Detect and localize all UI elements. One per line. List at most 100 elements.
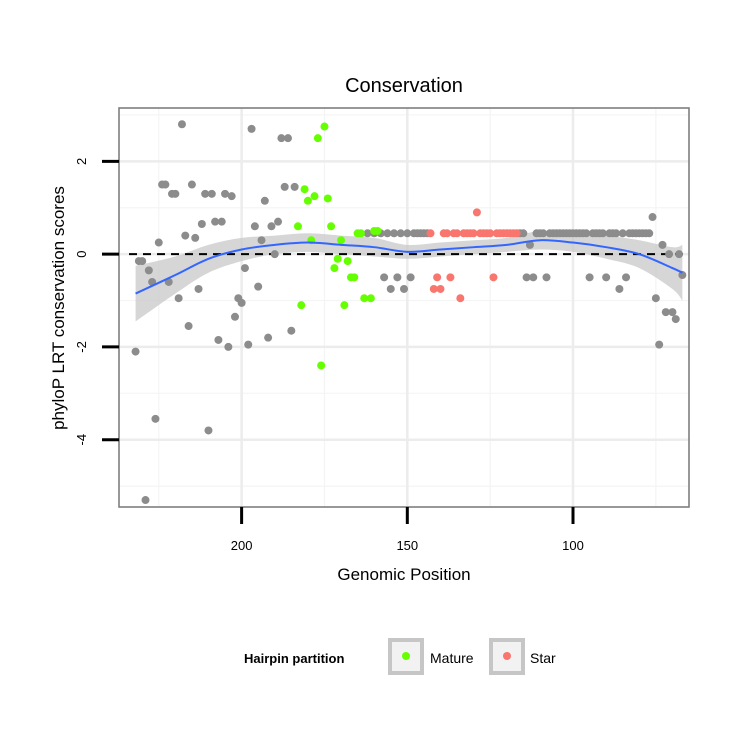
data-point-other bbox=[661, 308, 670, 317]
data-point-other bbox=[187, 180, 196, 189]
data-point-other bbox=[655, 340, 664, 349]
data-point-mature bbox=[366, 294, 375, 303]
data-point-other bbox=[522, 273, 531, 282]
data-point-other bbox=[224, 342, 233, 351]
data-point-mature bbox=[300, 185, 309, 194]
data-point-other bbox=[665, 250, 674, 259]
y-tick-label: -2 bbox=[74, 341, 89, 353]
data-point-other bbox=[542, 273, 551, 282]
x-tick-label: 200 bbox=[231, 538, 253, 553]
data-point-other bbox=[403, 229, 412, 238]
data-point-other bbox=[254, 282, 263, 291]
data-point-other bbox=[648, 213, 657, 222]
data-point-star bbox=[453, 229, 462, 238]
legend-label-star: Star bbox=[530, 650, 556, 666]
data-point-other bbox=[207, 189, 216, 198]
data-point-other bbox=[201, 189, 210, 198]
data-point-other bbox=[618, 229, 627, 238]
data-point-star bbox=[446, 273, 455, 282]
data-point-other bbox=[525, 240, 534, 249]
data-point-mature bbox=[356, 229, 365, 238]
data-point-star bbox=[433, 273, 442, 282]
data-point-mature bbox=[323, 194, 332, 203]
x-axis: 200 150 100 bbox=[231, 507, 584, 553]
legend-item-mature: Mature bbox=[388, 638, 474, 675]
data-point-star bbox=[469, 229, 478, 238]
data-point-other bbox=[171, 189, 180, 198]
data-point-other bbox=[612, 229, 621, 238]
data-point-other bbox=[141, 496, 150, 505]
data-point-other bbox=[217, 217, 226, 226]
data-point-other bbox=[191, 233, 200, 242]
chart-title: Conservation bbox=[345, 75, 463, 97]
data-point-other bbox=[260, 196, 269, 205]
data-point-other bbox=[668, 308, 677, 317]
data-point-star bbox=[426, 229, 435, 238]
data-point-other bbox=[214, 335, 223, 344]
data-point-other bbox=[380, 273, 389, 282]
plot-border bbox=[118, 107, 690, 508]
data-point-mature bbox=[333, 254, 342, 263]
legend-title: Hairpin partition bbox=[244, 651, 344, 666]
data-point-other bbox=[582, 229, 591, 238]
data-point-other bbox=[383, 229, 392, 238]
plot-grid bbox=[119, 108, 689, 507]
data-point-mature bbox=[317, 361, 326, 370]
smooth-line-layer bbox=[135, 239, 683, 295]
data-point-other bbox=[237, 298, 246, 307]
data-point-other bbox=[177, 120, 186, 129]
data-point-mature bbox=[310, 192, 319, 201]
x-tick-label: 100 bbox=[562, 538, 584, 553]
data-point-other bbox=[154, 238, 163, 247]
data-point-other bbox=[240, 264, 249, 273]
data-point-other bbox=[274, 217, 283, 226]
data-point-other bbox=[144, 266, 153, 275]
data-point-other bbox=[363, 229, 372, 238]
data-point-other bbox=[151, 414, 160, 423]
data-point-mature bbox=[340, 301, 349, 310]
data-point-mature bbox=[373, 226, 382, 235]
data-point-other bbox=[671, 315, 680, 324]
data-point-other bbox=[645, 229, 654, 238]
data-point-other bbox=[658, 240, 667, 249]
legend: Hairpin partition Mature Star bbox=[244, 638, 556, 675]
data-point-mature bbox=[337, 236, 346, 245]
data-point-other bbox=[622, 273, 631, 282]
y-axis-title: phyloP LRT conservation scores bbox=[49, 186, 68, 430]
data-point-other bbox=[678, 271, 687, 280]
data-point-other bbox=[181, 231, 190, 240]
data-point-mature bbox=[320, 122, 329, 131]
y-tick-label: 0 bbox=[74, 251, 89, 258]
data-point-other bbox=[529, 273, 538, 282]
data-point-other bbox=[174, 294, 183, 303]
data-point-mature bbox=[360, 294, 369, 303]
data-point-other bbox=[290, 182, 299, 191]
data-point-other bbox=[615, 284, 624, 293]
data-point-mature bbox=[313, 134, 322, 143]
y-tick-label: -4 bbox=[74, 434, 89, 446]
legend-label-mature: Mature bbox=[430, 650, 474, 666]
y-axis: 2 0 -2 -4 bbox=[74, 158, 119, 446]
plot-panel bbox=[119, 108, 689, 507]
y-tick-label: 2 bbox=[74, 158, 89, 165]
data-point-other bbox=[244, 340, 253, 349]
data-point-other bbox=[184, 322, 193, 331]
data-point-other bbox=[585, 273, 594, 282]
data-point-other bbox=[602, 273, 611, 282]
legend-dot-mature bbox=[402, 652, 410, 660]
data-point-star bbox=[436, 284, 445, 293]
data-point-star bbox=[456, 294, 465, 303]
data-point-other bbox=[230, 312, 239, 321]
data-point-other bbox=[400, 284, 408, 293]
scatter-points bbox=[131, 120, 687, 505]
data-point-other bbox=[386, 284, 395, 293]
data-point-other bbox=[270, 250, 279, 259]
data-point-other bbox=[264, 333, 273, 342]
data-point-other bbox=[267, 222, 276, 231]
legend-dot-star bbox=[503, 652, 511, 660]
data-point-other bbox=[651, 294, 660, 303]
data-point-other bbox=[675, 250, 684, 259]
data-point-mature bbox=[327, 222, 336, 231]
data-point-other bbox=[131, 347, 140, 356]
